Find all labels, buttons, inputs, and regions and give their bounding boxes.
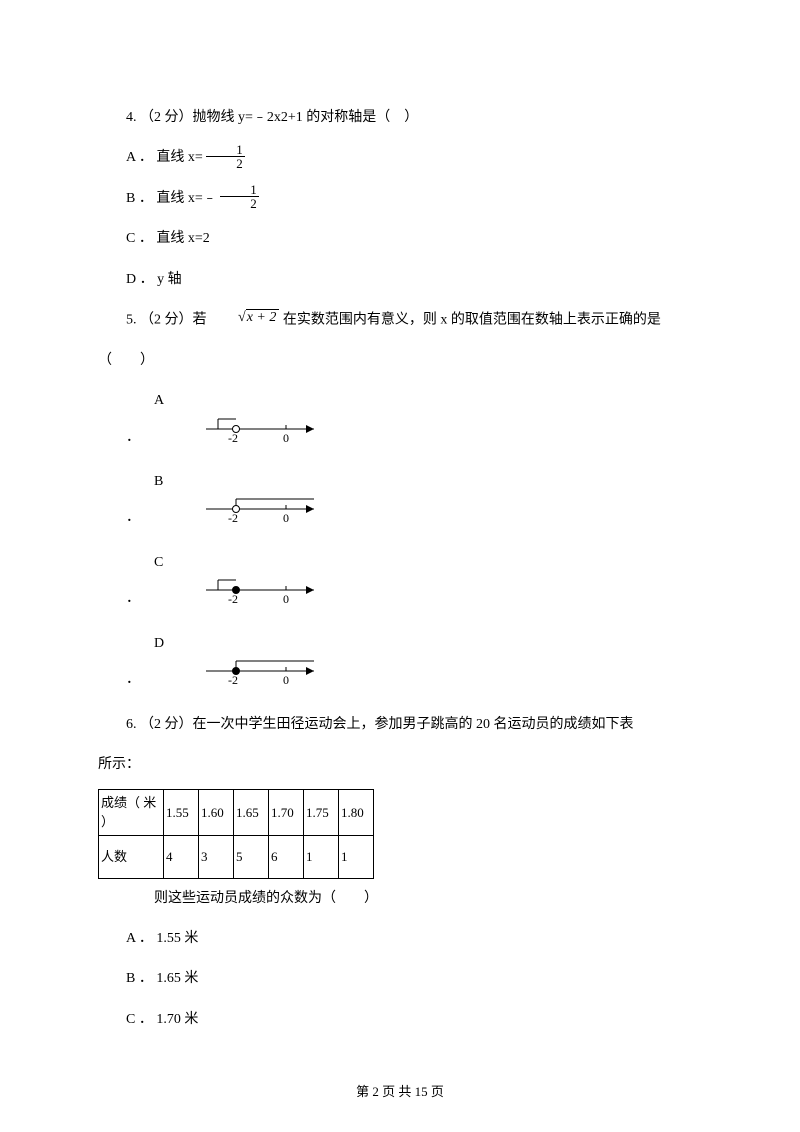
q5-option-c: C ． -2 0 (98, 545, 702, 622)
numberline-b-icon: -2 0 (168, 495, 326, 540)
q4-option-b: B ． 直线 x=﹣ 12 (98, 181, 702, 217)
q6-option-a: A ． 1.55 米 (98, 921, 702, 957)
page-content: 4. （2 分）抛物线 y=﹣2x2+1 的对称轴是（ ） A ． 直线 x= … (0, 0, 800, 1038)
fraction-1-2: 12 (220, 183, 259, 210)
q6-option-b: B ． 1.65 米 (98, 961, 702, 997)
svg-text:0: 0 (283, 592, 289, 606)
q5-stem-tail: （ ） (98, 343, 702, 379)
svg-text:0: 0 (283, 431, 289, 445)
q4-stem: 4. （2 分）抛物线 y=﹣2x2+1 的对称轴是（ ） (98, 100, 702, 136)
numberline-a-icon: -2 0 (168, 415, 326, 460)
q4-option-a: A ． 直线 x= 12 (98, 140, 702, 176)
q4-option-c: C ． 直线 x=2 (98, 221, 702, 257)
q4-stem-text: 4. （2 分）抛物线 y=﹣2x2+1 的对称轴是（ (126, 110, 390, 125)
sqrt-icon: √x + 2 (210, 300, 279, 336)
q6-table: 成绩（ 米） 1.55 1.60 1.65 1.70 1.75 1.80 人数 … (98, 789, 374, 878)
q6-stem-line2: 所示： (98, 747, 702, 783)
q5-option-d: D ． -2 0 (98, 626, 702, 703)
q4-option-d: D ． y 轴 (98, 262, 702, 298)
q5-option-b: B ． -2 0 (98, 464, 702, 541)
q6-stem-line1: 6. （2 分）在一次中学生田径运动会上，参加男子跳高的 20 名运动员的成绩如… (98, 707, 702, 743)
fraction-1-2: 12 (206, 143, 245, 170)
svg-text:-2: -2 (228, 592, 238, 606)
svg-text:0: 0 (283, 511, 289, 525)
q5-stem: 5. （2 分）若 √x + 2 在实数范围内有意义，则 x 的取值范围在数轴上… (98, 302, 702, 339)
numberline-d-icon: -2 0 (168, 657, 326, 702)
q5-option-a: A ． -2 0 (98, 383, 702, 460)
table-row: 成绩（ 米） 1.55 1.60 1.65 1.70 1.75 1.80 (99, 790, 374, 835)
page-footer: 第 2 页 共 15 页 (0, 1081, 800, 1100)
svg-text:0: 0 (283, 673, 289, 687)
svg-text:-2: -2 (228, 673, 238, 687)
table-header: 人数 (99, 835, 164, 878)
numberline-c-icon: -2 0 (168, 576, 326, 621)
q6-followup: 则这些运动员成绩的众数为（ ） (98, 881, 702, 917)
svg-text:-2: -2 (228, 511, 238, 525)
svg-text:-2: -2 (228, 431, 238, 445)
table-row: 人数 4 3 5 6 1 1 (99, 835, 374, 878)
q6-option-c: C ． 1.70 米 (98, 1002, 702, 1038)
table-header: 成绩（ 米） (99, 790, 164, 835)
